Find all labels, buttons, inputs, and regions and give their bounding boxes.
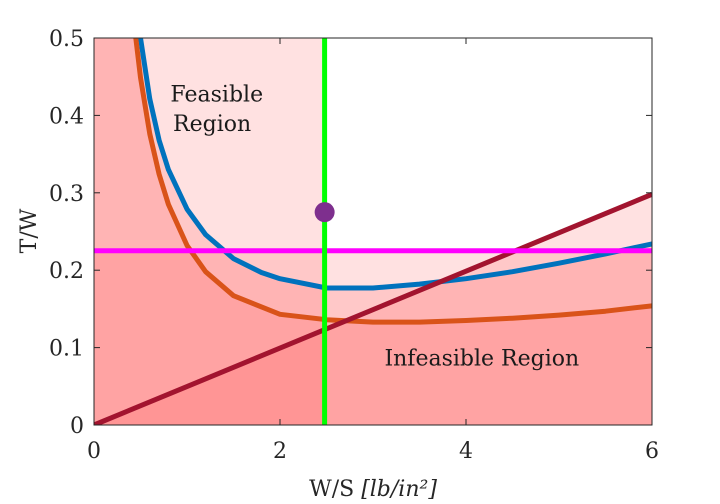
y-tick-label: 0.3 bbox=[49, 182, 84, 207]
feasible-region-label-line2: Region bbox=[173, 112, 251, 137]
y-tick-label: 0.5 bbox=[49, 27, 84, 52]
constraint-line-1 bbox=[133, 38, 652, 325]
axis-ticks: 0 2 4 6 0 0.1 0.2 0.3 0.4 0.5 bbox=[49, 27, 659, 464]
y-tick-label: 0 bbox=[70, 414, 84, 439]
plot-frame bbox=[93, 37, 653, 426]
x-tick-label: 0 bbox=[87, 439, 101, 464]
x-tick-label: 2 bbox=[273, 439, 287, 464]
y-tick-label: 0.2 bbox=[49, 259, 84, 284]
y-tick-label: 0.4 bbox=[49, 104, 84, 129]
infeasible-region-label: Infeasible Region bbox=[384, 346, 579, 371]
plot-area bbox=[94, 38, 652, 425]
x-axis-label: W/S [lb/in²] bbox=[309, 477, 437, 502]
region-annotations: Feasible Region Infeasible Region bbox=[170, 82, 579, 371]
x-tick-label: 6 bbox=[645, 439, 659, 464]
feasible-region-label-line1: Feasible bbox=[170, 82, 263, 107]
x-tick-label: 4 bbox=[459, 439, 473, 464]
infeasible-area-1 bbox=[94, 38, 652, 425]
series-layer bbox=[94, 38, 652, 425]
y-axis-label: T/W bbox=[17, 208, 42, 253]
y-tick-label: 0.1 bbox=[49, 337, 84, 362]
constraint-line-0 bbox=[138, 38, 652, 291]
infeasible-area-0 bbox=[94, 38, 652, 425]
design-point-marker bbox=[314, 202, 335, 223]
constraint-line-2 bbox=[94, 191, 652, 425]
